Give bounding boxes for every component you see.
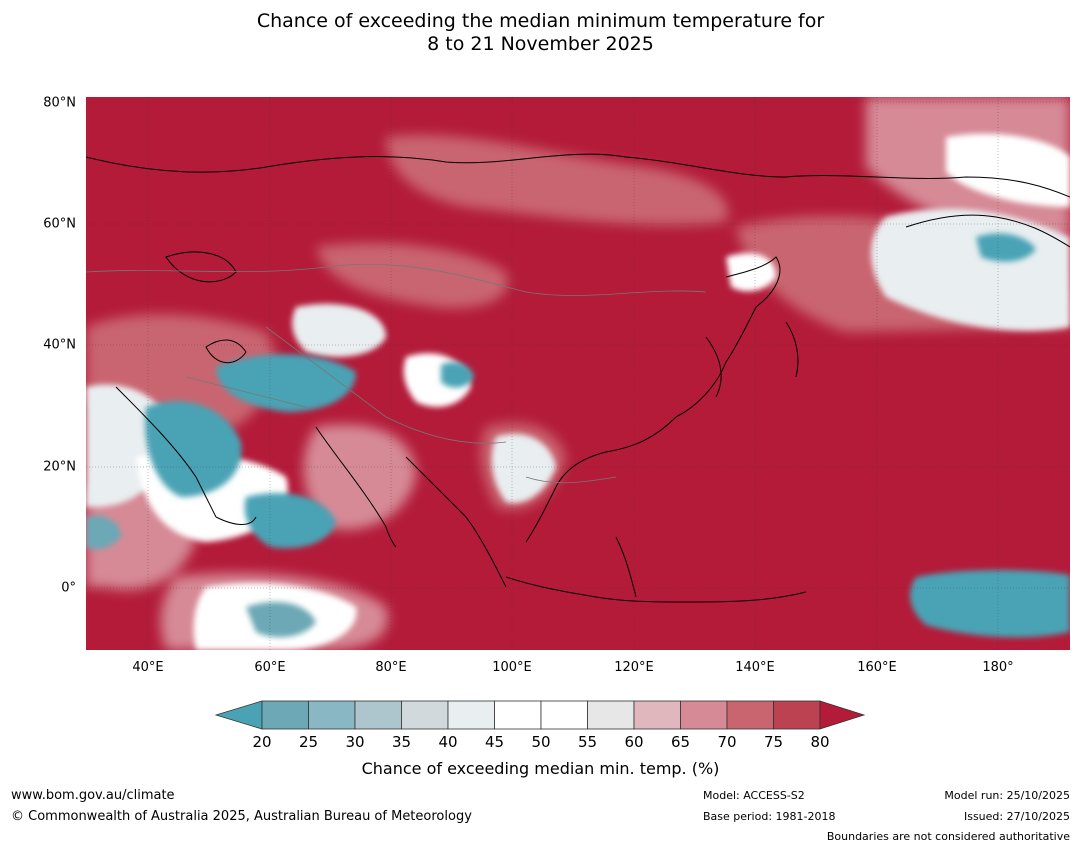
colorbar: [214, 700, 866, 730]
colorbar-tick-label: 75: [763, 733, 784, 751]
lat-label-80n: 80°N: [43, 95, 76, 111]
map-title: Chance of exceeding the median minimum t…: [0, 10, 1081, 56]
disclaimer-text: Boundaries are not considered authoritat…: [826, 830, 1070, 843]
colorbar-tick-label: 65: [670, 733, 691, 751]
issued-text: Issued: 27/10/2025: [963, 810, 1070, 823]
colorbar-cell: [261, 700, 309, 730]
colorbar-cell: [540, 700, 588, 730]
coastlines: [86, 153, 1070, 603]
colorbar-cell: [494, 700, 542, 730]
lon-label-40e: 40°E: [132, 660, 164, 675]
lon-label-140e: 140°E: [735, 660, 775, 675]
website-link[interactable]: www.bom.gov.au/climate: [11, 788, 175, 803]
colorbar-cell: [401, 700, 449, 730]
colorbar-tick-label: 55: [577, 733, 598, 751]
colorbar-label: Chance of exceeding median min. temp. (%…: [361, 759, 720, 778]
lon-label-100e: 100°E: [492, 660, 532, 675]
colorbar-tick-label: 45: [484, 733, 505, 751]
map-canvas: [86, 97, 1070, 650]
colorbar-cell: [447, 700, 495, 730]
model-run-text: Model run: 25/10/2025: [944, 789, 1070, 802]
lon-label-80e: 80°E: [375, 660, 407, 675]
colorbar-cells: [261, 700, 821, 730]
colorbar-cell: [587, 700, 635, 730]
copyright-text: © Commonwealth of Australia 2025, Austra…: [11, 809, 472, 824]
colorbar-cell: [773, 700, 821, 730]
colorbar-cell: [680, 700, 728, 730]
country-borders: [86, 263, 707, 484]
colorbar-tick-label: 35: [391, 733, 412, 751]
lat-label-equator: 0°: [61, 580, 76, 596]
colorbar-cell: [633, 700, 681, 730]
colorbar-tick-label: 25: [298, 733, 319, 751]
colorbar-over-arrow: [819, 700, 866, 730]
colorbar-cell: [308, 700, 356, 730]
lon-label-160e: 160°E: [857, 660, 897, 675]
colorbar-tick-label: 70: [717, 733, 737, 751]
base-period-text: Base period: 1981-2018: [703, 810, 836, 823]
colorbar-tick-label: 60: [624, 733, 644, 751]
colorbar-cell: [726, 700, 774, 730]
lat-label-60n: 60°N: [43, 216, 76, 232]
lat-label-20n: 20°N: [43, 459, 76, 475]
lon-label-180: 180°: [982, 660, 1014, 675]
probability-map: [86, 97, 1070, 650]
colorbar-tick-label: 20: [252, 733, 272, 751]
colorbar-cell: [354, 700, 402, 730]
graticule: [86, 97, 1070, 650]
colorbar-tick-label: 80: [810, 733, 830, 751]
lon-label-120e: 120°E: [614, 660, 654, 675]
title-line-2: 8 to 21 November 2025: [427, 33, 654, 55]
colorbar-tick-label: 30: [345, 733, 365, 751]
lon-label-60e: 60°E: [254, 660, 286, 675]
title-line-1: Chance of exceeding the median minimum t…: [256, 10, 825, 32]
colorbar-tick-label: 40: [438, 733, 458, 751]
colorbar-under-arrow: [214, 700, 263, 730]
colorbar-tick-label: 50: [531, 733, 551, 751]
lat-label-40n: 40°N: [43, 337, 76, 353]
model-text: Model: ACCESS-S2: [703, 789, 805, 802]
